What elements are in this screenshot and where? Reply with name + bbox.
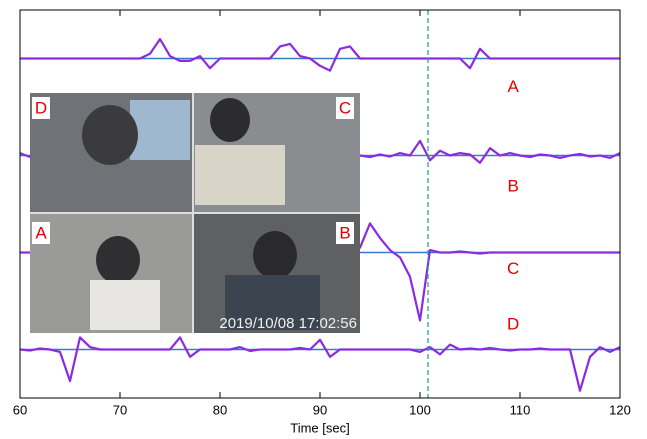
person — [195, 145, 285, 205]
timestamp: 2019/10/08 17:02:56 — [219, 315, 357, 332]
signal-line — [20, 38, 620, 72]
label-box — [32, 222, 50, 244]
x-tick-label: 60 — [13, 402, 27, 417]
person — [210, 98, 250, 142]
x-axis-label: Time [sec] — [290, 420, 349, 435]
person — [96, 236, 140, 284]
x-tick-label: 110 — [510, 402, 531, 417]
panel-label: C — [339, 98, 351, 117]
person — [90, 280, 160, 330]
series-label: C — [507, 259, 519, 278]
x-tick-label: 90 — [313, 402, 327, 417]
x-tick-label: 80 — [213, 402, 227, 417]
label-box — [336, 222, 354, 244]
panel-label: D — [35, 98, 47, 117]
signal-line — [19, 336, 621, 392]
series-label: D — [507, 315, 519, 334]
label-box — [336, 97, 354, 119]
panel-label: A — [35, 223, 47, 242]
person — [225, 275, 320, 330]
person — [82, 105, 138, 165]
label-box — [32, 97, 50, 119]
person — [253, 231, 297, 279]
series-label: B — [508, 177, 519, 196]
x-tick-label: 100 — [409, 402, 431, 417]
x-tick-label: 120 — [609, 402, 631, 417]
panel-label: B — [339, 223, 350, 242]
series-label: A — [508, 77, 520, 96]
x-tick-label: 70 — [113, 402, 127, 417]
inset-image: D C A B 2019/10/08 17:02:56 — [30, 93, 360, 333]
window — [130, 100, 190, 160]
